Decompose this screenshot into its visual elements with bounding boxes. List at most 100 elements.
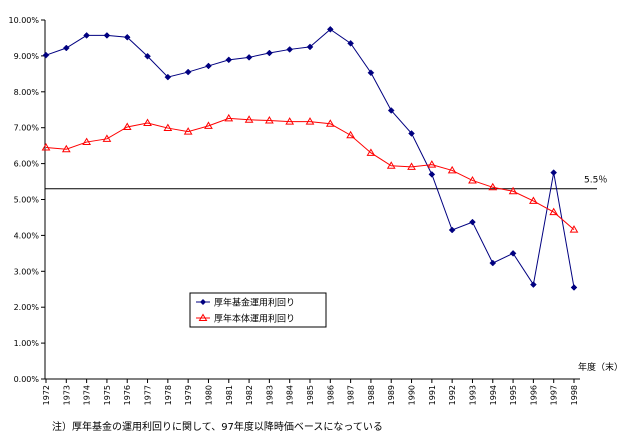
series-1-point — [550, 169, 558, 176]
x-tick-label: 1992 — [448, 385, 457, 405]
series-2-point — [41, 142, 51, 151]
x-tick-label: 1977 — [144, 385, 153, 405]
series-2-point — [569, 225, 579, 233]
series-2-point — [265, 116, 274, 124]
x-tick-label: 1998 — [570, 385, 579, 405]
series-2-point — [183, 127, 193, 135]
series-2-point — [366, 148, 376, 156]
x-tick-label: 1973 — [62, 385, 71, 405]
x-tick-label: 1982 — [245, 385, 254, 405]
x-ticks: 1972 1973 1974 1975 1976 1977 1978 1979 1980 1981… — [42, 379, 579, 405]
series-1-point — [286, 46, 294, 53]
series-2-point — [244, 115, 254, 123]
x-tick-label: 1987 — [347, 385, 356, 405]
series-1-point — [509, 249, 517, 257]
legend-box — [189, 292, 327, 328]
series-2-point — [325, 119, 335, 127]
x-tick-label: 1972 — [42, 385, 51, 405]
series-1-point — [428, 171, 436, 178]
series-1-point — [225, 56, 233, 64]
y-tick-label: 2.00% — [14, 303, 40, 312]
series-2-point — [82, 137, 91, 146]
x-tick-label: 1996 — [529, 385, 538, 405]
reference-line-group: 5.5％ — [45, 175, 607, 190]
series-1-point — [326, 25, 334, 33]
x-tick-label: 1993 — [468, 385, 477, 405]
x-tick-label: 1984 — [286, 385, 295, 405]
series-2-point — [163, 123, 173, 132]
y-tick-label: 9.00% — [14, 52, 40, 61]
series-2-point — [102, 134, 112, 142]
series-2-point — [61, 144, 71, 153]
series-2-point — [143, 118, 152, 127]
series-1-point — [530, 281, 537, 288]
y-tick-label: 8.00% — [14, 88, 40, 97]
x-tick-label: 1986 — [326, 385, 335, 405]
x-tick-label: 1978 — [164, 385, 173, 405]
x-tick-label: 1988 — [367, 385, 376, 405]
series-1-point — [448, 226, 456, 234]
series-1-point — [489, 259, 497, 267]
series-1-point — [367, 69, 375, 77]
series-2-point — [122, 122, 132, 130]
series-1-point — [184, 68, 192, 76]
series-line-2 — [45, 117, 575, 231]
y-tick-label: 1.00% — [14, 339, 40, 348]
footnote: 注）厚年基金の運用利回りに関して、97年度以降時価ベースになっている — [52, 422, 383, 433]
x-tick-label: 1989 — [387, 385, 396, 405]
x-tick-label: 1997 — [550, 385, 559, 405]
y-tick-label: 6.00% — [14, 160, 40, 169]
series-1-point — [42, 51, 50, 59]
series-2-point — [204, 121, 213, 129]
legend-label-2: 厚年本体運用利回り — [214, 313, 295, 325]
legend-marker-1 — [200, 299, 206, 305]
legend-marker-2 — [198, 313, 208, 321]
series-2-point — [427, 160, 437, 168]
series-1-point — [205, 62, 212, 70]
y-ticks: 0.00% 1.00% 2.00% 3.00% 4.00% 5.00% 6.00% 7.00%… — [8, 16, 45, 384]
x-tick-label: 1976 — [123, 385, 132, 405]
x-tick-label: 1994 — [489, 385, 498, 405]
series-2-point — [346, 130, 355, 139]
series-1-point — [347, 39, 354, 47]
x-tick-label: 1975 — [103, 385, 112, 405]
x-tick-label: 1985 — [306, 385, 315, 405]
series-1-point — [266, 49, 273, 57]
series-2-point — [224, 113, 234, 122]
series-1-point — [164, 73, 172, 81]
series-2-point — [488, 182, 498, 191]
legend-label-1: 厚年基金運用利回り — [214, 297, 295, 309]
series-1-point — [62, 44, 70, 52]
series-1-point — [306, 43, 314, 51]
series-1-point — [570, 284, 578, 291]
x-tick-label: 1981 — [225, 385, 234, 405]
series-2-point — [285, 117, 295, 125]
series-group — [41, 25, 579, 291]
series-line-1 — [45, 28, 575, 288]
series-1-point — [144, 52, 151, 60]
reference-line-label: 5.5％ — [584, 175, 607, 186]
y-tick-label: 3.00% — [14, 267, 40, 276]
x-axis-title: 年度（末） — [578, 361, 623, 373]
y-tick-label: 0.00% — [14, 375, 40, 384]
x-tick-label: 1983 — [265, 385, 274, 405]
series-1-point — [408, 130, 415, 137]
series-1-point — [103, 32, 111, 39]
y-tick-label: 5.00% — [14, 196, 40, 205]
x-tick-label: 1979 — [184, 385, 193, 405]
x-tick-label: 1991 — [428, 385, 437, 405]
series-2-point — [386, 161, 396, 169]
series-1-point — [387, 107, 395, 114]
series-2-point — [305, 117, 315, 125]
x-tick-label: 1995 — [509, 385, 518, 405]
series-2-point — [529, 196, 538, 204]
y-tick-label: 7.00% — [14, 124, 40, 133]
x-tick-label: 1990 — [408, 385, 417, 405]
series-2-point — [549, 207, 559, 216]
series-2-point — [468, 175, 477, 184]
y-tick-label: 4.00% — [14, 231, 40, 240]
x-tick-label: 1974 — [83, 385, 92, 405]
series-1-point — [245, 53, 253, 61]
series-1-point — [123, 33, 131, 41]
